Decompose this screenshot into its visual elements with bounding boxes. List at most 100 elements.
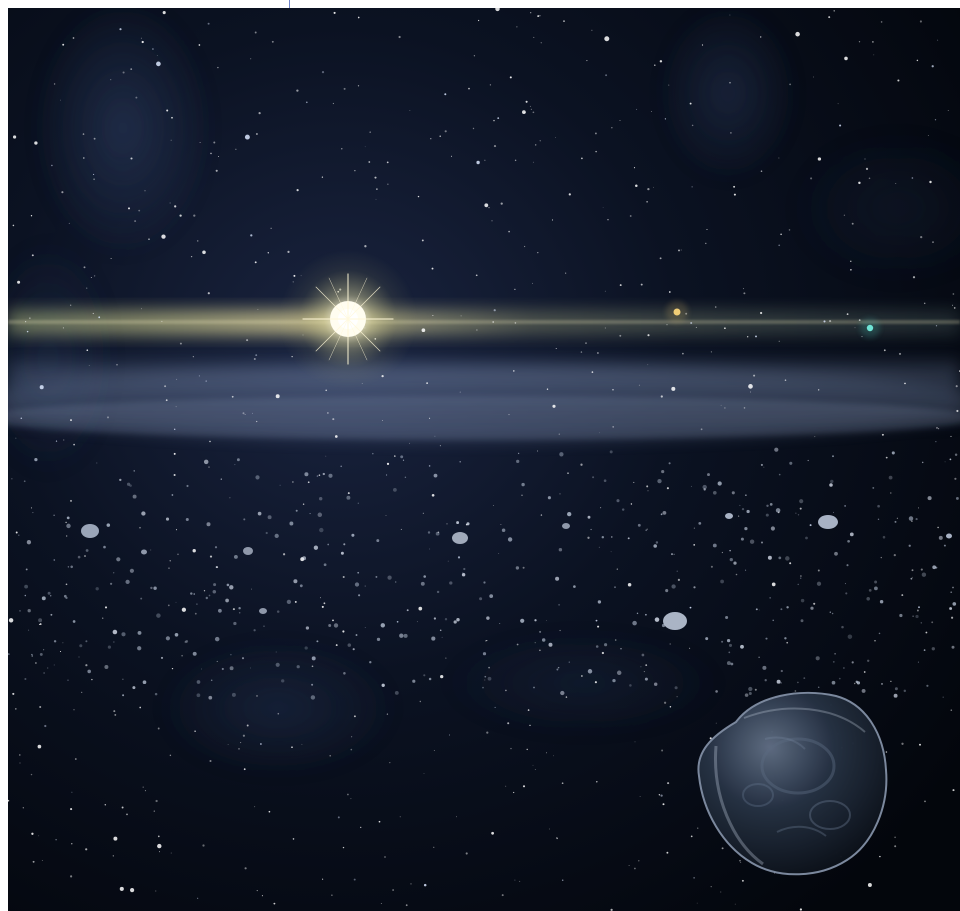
star-point (654, 64, 656, 66)
star-point (65, 596, 68, 600)
star-point (70, 565, 73, 569)
star-point (657, 478, 662, 484)
star-point (60, 99, 61, 101)
star-point (409, 109, 411, 111)
star-point (447, 560, 449, 562)
star-point (525, 100, 528, 103)
star-point (20, 417, 23, 420)
star-point (610, 908, 613, 911)
star-point (404, 476, 407, 479)
star-point (883, 349, 886, 352)
star-point (482, 686, 484, 689)
star-point (789, 461, 793, 465)
star-point (867, 883, 872, 887)
star-point (139, 526, 141, 529)
star-point (166, 109, 169, 112)
star-point (98, 316, 101, 319)
star-point (590, 528, 592, 531)
star-point (253, 357, 256, 361)
star-point (350, 798, 352, 800)
star-point (378, 820, 381, 823)
star-point (327, 412, 329, 414)
star-point (25, 321, 27, 323)
star-point (634, 741, 636, 743)
star-point (653, 682, 658, 686)
star-point (346, 495, 351, 500)
star-point (400, 455, 404, 459)
star-point (843, 214, 846, 216)
star-point (43, 649, 45, 651)
star-point (409, 442, 410, 444)
star-point (243, 518, 246, 521)
star-point (861, 336, 863, 338)
star-point (640, 666, 642, 668)
star-point (421, 239, 424, 242)
star-point (492, 321, 495, 323)
star-point (364, 245, 367, 248)
star-point (14, 708, 17, 710)
star-point (893, 693, 898, 698)
star-point (203, 459, 209, 465)
star-point (444, 618, 448, 621)
star-point (911, 569, 914, 572)
large-asteroid (697, 691, 888, 876)
star-point (72, 620, 76, 623)
star-point (299, 584, 303, 588)
star-point (555, 576, 560, 581)
star-point (311, 665, 314, 668)
star-point (850, 260, 852, 262)
star-point (27, 609, 31, 613)
star-point (507, 537, 513, 542)
star-point (844, 583, 846, 585)
star-point (423, 773, 425, 774)
star-point (473, 55, 476, 57)
star-point (332, 418, 335, 421)
star-point (917, 661, 919, 663)
star-point (568, 661, 570, 663)
star-point (213, 583, 217, 587)
star-point (669, 643, 671, 645)
star-point (609, 450, 613, 454)
star-point (67, 566, 70, 568)
star-point (121, 806, 124, 809)
star-point (119, 478, 122, 482)
star-point (682, 352, 684, 355)
star-point (396, 620, 399, 623)
star-point (690, 322, 693, 324)
star-point (911, 520, 913, 522)
star-point (932, 565, 937, 570)
star-point (616, 499, 620, 503)
star-point (109, 582, 113, 585)
star-point (645, 613, 647, 616)
star-point (201, 668, 202, 670)
star-point (646, 485, 649, 488)
star-point (73, 709, 75, 711)
star-point (169, 202, 171, 204)
star-point (289, 521, 294, 526)
star-point (596, 781, 598, 783)
star-point (63, 439, 65, 441)
star-point (137, 646, 142, 651)
star-point (167, 604, 170, 607)
star-point (515, 566, 520, 570)
star-point (653, 544, 657, 548)
star-point (541, 638, 546, 642)
star-point (910, 577, 913, 580)
star-point (493, 309, 496, 312)
star-point (778, 157, 780, 159)
star-point (880, 21, 883, 23)
star-point (919, 20, 922, 23)
star-point (275, 394, 280, 399)
star-point (797, 514, 800, 516)
star-point (150, 586, 153, 590)
star-point (263, 625, 265, 627)
star-point (646, 528, 648, 530)
star-point (155, 890, 157, 892)
star-point (441, 636, 443, 638)
star-point (267, 252, 269, 254)
star-point (488, 206, 490, 209)
star-point (420, 581, 425, 586)
star-point (540, 514, 543, 516)
star-point (24, 584, 28, 589)
star-point (735, 573, 738, 576)
